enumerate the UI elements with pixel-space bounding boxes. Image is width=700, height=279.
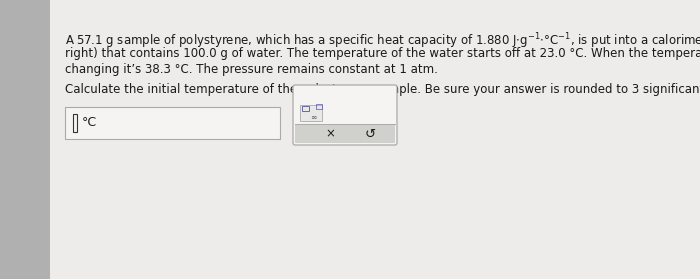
Text: ∞: ∞ bbox=[310, 112, 316, 121]
Bar bbox=[316, 104, 322, 109]
Text: A 57.1 g sample of polystyrene, which has a specific heat capacity of 1.880 J$\c: A 57.1 g sample of polystyrene, which ha… bbox=[65, 31, 700, 50]
FancyBboxPatch shape bbox=[293, 85, 397, 145]
Bar bbox=[300, 105, 322, 121]
Bar bbox=[0, 0, 50, 279]
Bar bbox=[65, 107, 280, 139]
Text: ↺: ↺ bbox=[365, 128, 376, 141]
Bar bbox=[73, 114, 77, 132]
Text: ×: × bbox=[325, 128, 335, 141]
Text: °C: °C bbox=[82, 116, 97, 129]
Text: changing it’s 38.3 °C. The pressure remains constant at 1 atm.: changing it’s 38.3 °C. The pressure rema… bbox=[65, 63, 438, 76]
Text: right) that contains 100.0 g of water. The temperature of the water starts off a: right) that contains 100.0 g of water. T… bbox=[65, 47, 700, 60]
Bar bbox=[302, 106, 309, 111]
Bar bbox=[295, 124, 395, 143]
Text: Calculate the initial temperature of the polystyrene sample. Be sure your answer: Calculate the initial temperature of the… bbox=[65, 83, 700, 96]
